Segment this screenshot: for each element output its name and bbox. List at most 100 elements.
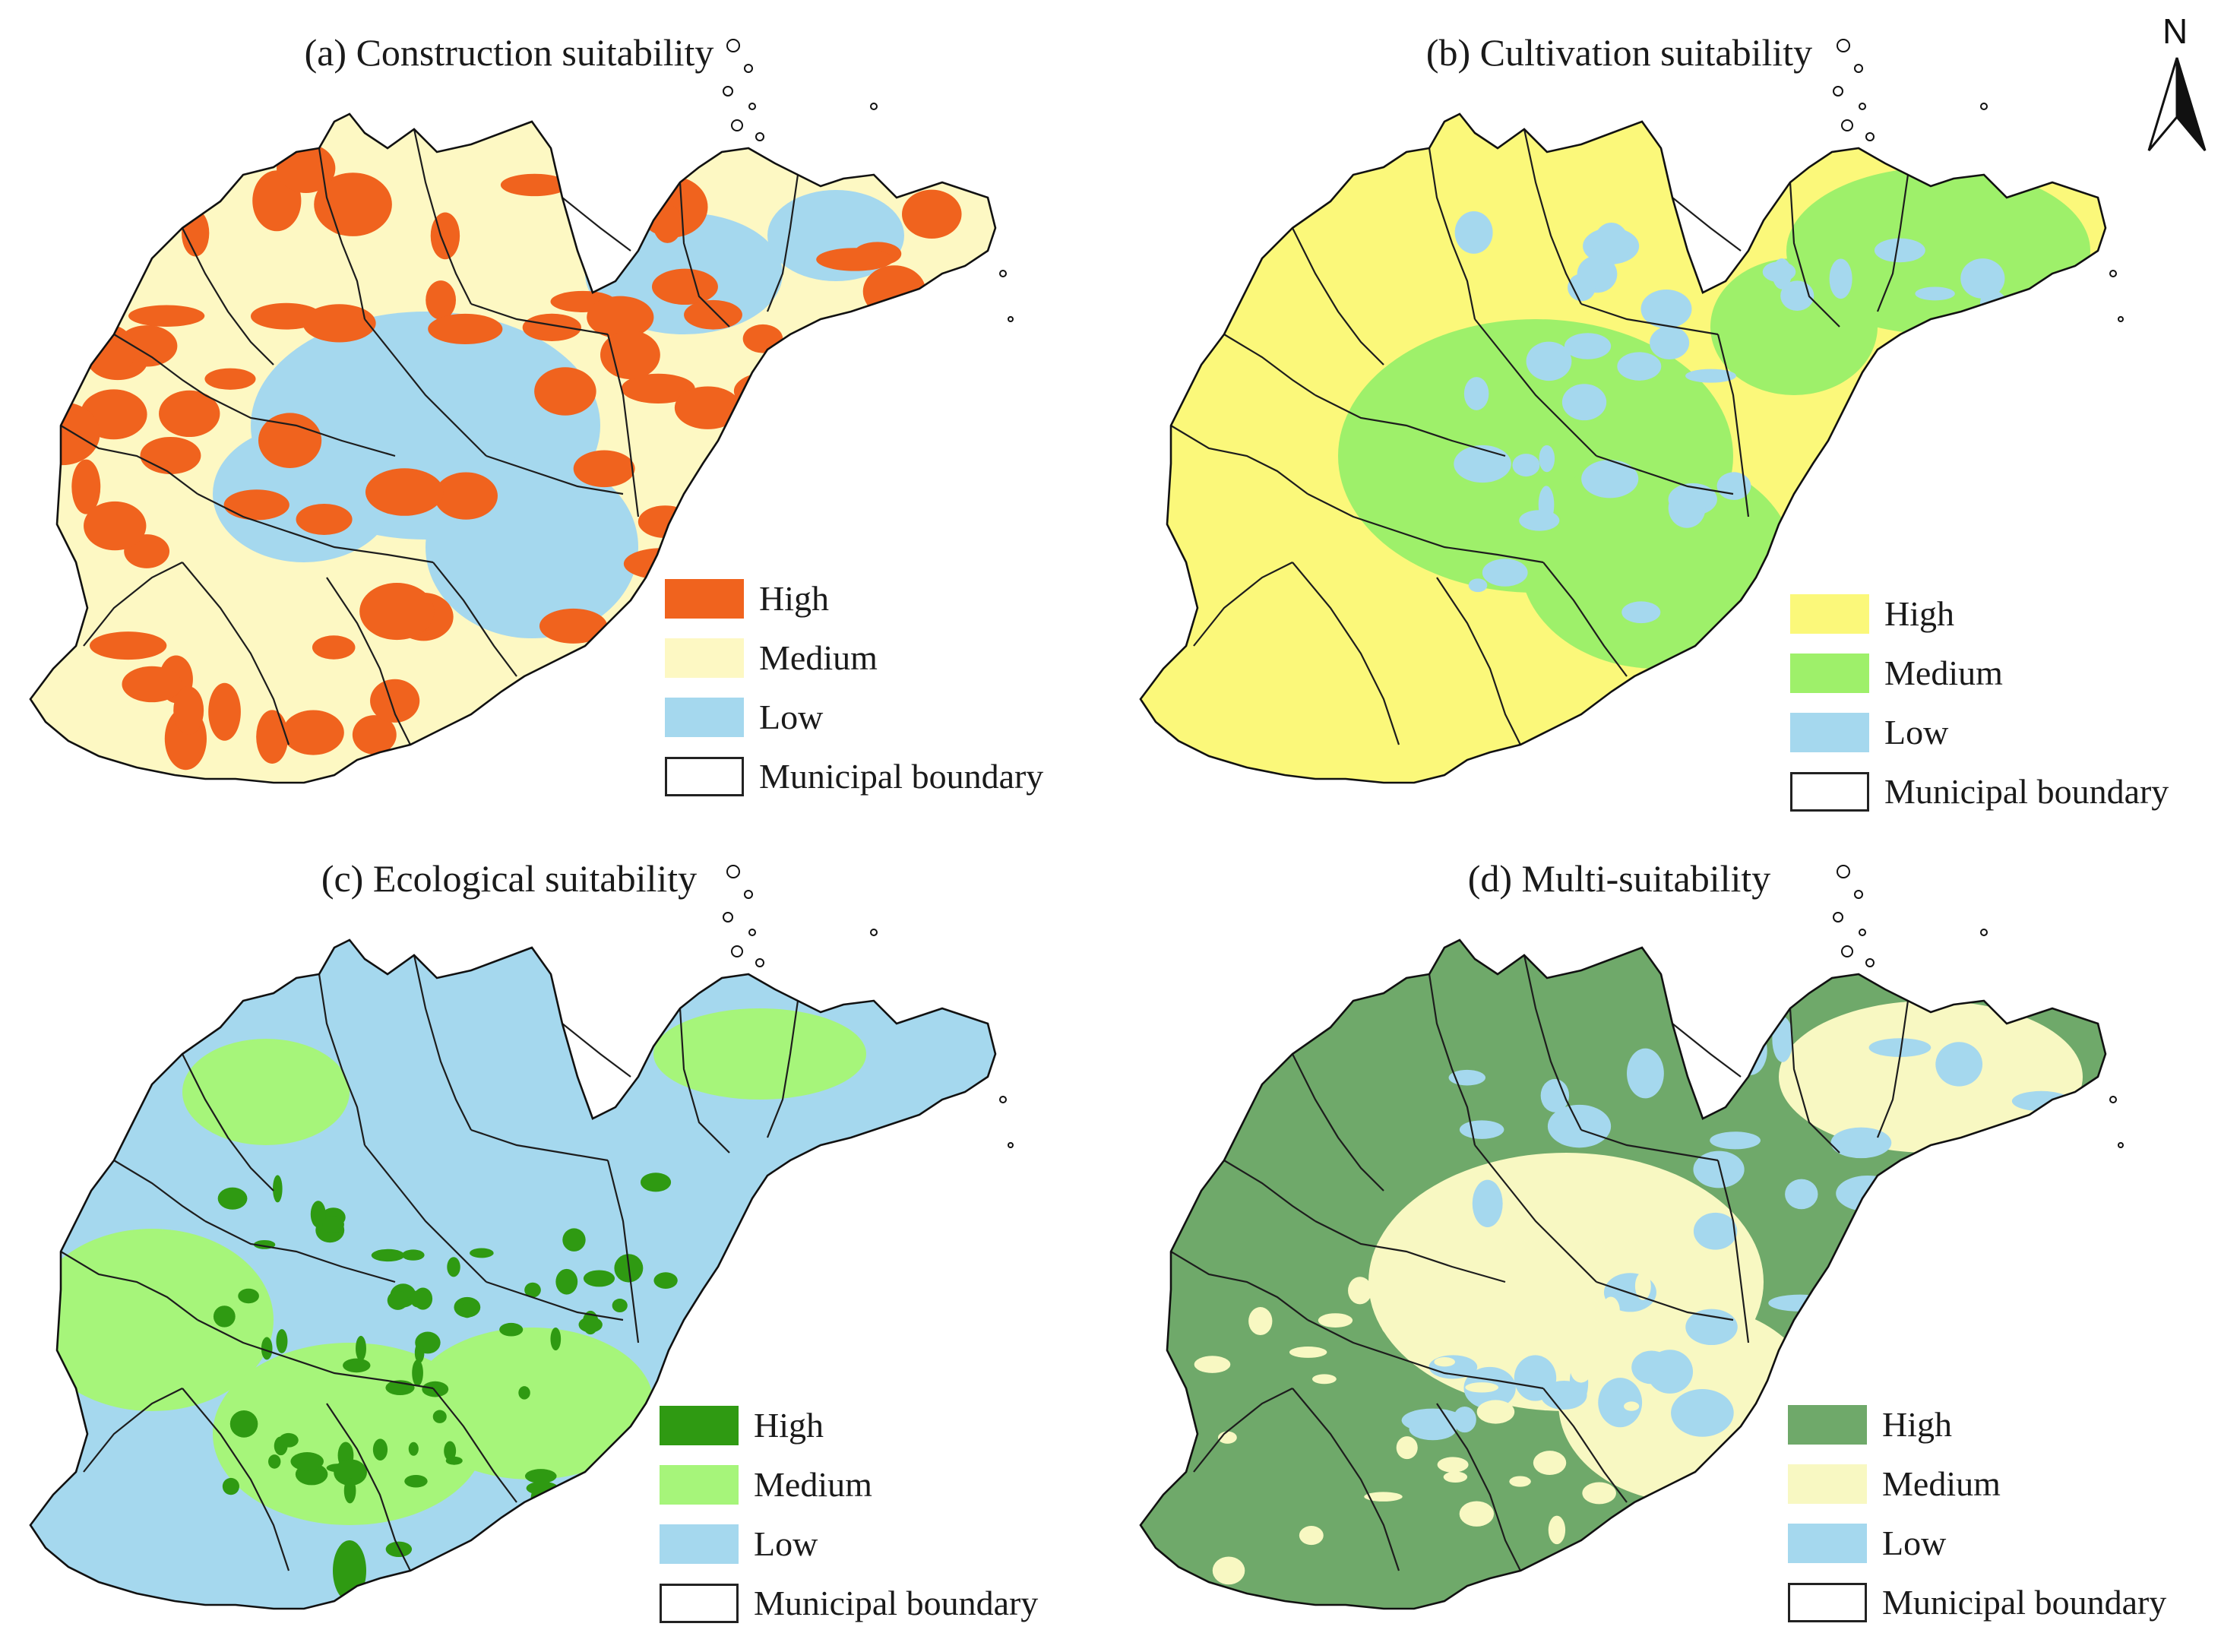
zone-high: [258, 413, 322, 468]
zone-high: [562, 1228, 586, 1252]
zone-low: [1640, 290, 1692, 329]
municipal-boundary-line: [1580, 302, 1719, 336]
zone-low: [1568, 274, 1596, 302]
zone-low: [1539, 445, 1555, 473]
zone-medium: [1194, 1356, 1231, 1373]
island-outline: [731, 945, 743, 957]
zone-high: [213, 1305, 236, 1328]
zone-high: [273, 1175, 283, 1203]
zone-high: [238, 1288, 259, 1304]
zone-low: [1693, 1150, 1745, 1188]
island-outline: [1865, 958, 1875, 967]
north-arrow-icon: N: [2143, 11, 2211, 155]
zone-high: [644, 1461, 660, 1484]
zone-low: [1830, 1127, 1892, 1159]
zone-low: [1598, 1378, 1643, 1428]
zone-low: [1463, 377, 1489, 410]
legend-label: Medium: [759, 638, 878, 677]
zone-low: [1982, 1150, 2008, 1176]
island-outline: [744, 890, 753, 899]
province-outline: [29, 112, 997, 784]
zone-high: [173, 686, 204, 735]
zone-high: [862, 540, 897, 571]
panel-multi-suitability: (d) Multi-suitability High Medium Low Mu…: [1110, 826, 2220, 1652]
zone-high: [83, 324, 135, 378]
island-outline: [723, 86, 733, 97]
zone-medium: [1548, 1515, 1566, 1545]
municipal-boundary-line: [1315, 394, 1506, 457]
zone-low: [2011, 1249, 2049, 1265]
zone-low: [1785, 1179, 1818, 1210]
zone-high: [223, 489, 289, 521]
zone-low: [1685, 369, 1736, 383]
zone-high: [372, 1438, 388, 1461]
legend-label: Municipal boundary: [1884, 772, 2169, 811]
zone-medium: [1437, 1457, 1469, 1473]
zone-low: [2007, 331, 2036, 365]
island-outline: [999, 1096, 1007, 1103]
suitability-zones: [1194, 1001, 2083, 1585]
zone-high: [426, 280, 457, 320]
zone-high: [122, 666, 182, 703]
zone-high: [583, 1270, 615, 1287]
municipal-boundary-line: [1596, 1280, 1734, 1321]
zone-high: [578, 1317, 603, 1333]
zone-high: [84, 501, 147, 551]
legend-swatch-low: [1790, 713, 1869, 752]
zone-high: [343, 1478, 356, 1504]
island-outline: [2109, 1096, 2117, 1103]
zone-high: [356, 1335, 366, 1362]
zone-high: [261, 1337, 273, 1360]
zone-high: [565, 1538, 593, 1561]
zone-high: [816, 248, 894, 271]
zone-high: [410, 1290, 426, 1308]
zone-low: [1733, 609, 1761, 646]
zone-high: [524, 1469, 557, 1483]
zone-low: [1561, 384, 1607, 421]
legend-label: Medium: [1884, 654, 2003, 692]
legend-swatch-medium: [1788, 1464, 1867, 1504]
municipal-boundary-line: [1307, 493, 1544, 564]
island-outline: [1980, 929, 1988, 936]
municipal-boundary-line: [1876, 1000, 1909, 1138]
municipal-boundaries: [1170, 954, 1909, 1571]
zone-low: [1512, 454, 1540, 477]
zone-low: [1883, 487, 1925, 511]
zone-high: [733, 372, 808, 410]
zone-low: [1409, 1417, 1457, 1441]
island-outline: [2118, 316, 2124, 322]
island-outline: [1859, 929, 1866, 936]
legend-swatch-high: [665, 579, 744, 619]
island-outline: [723, 912, 733, 923]
municipal-boundary-line: [1223, 1160, 1316, 1222]
zone-high: [622, 1451, 634, 1461]
municipal-boundary-line: [204, 394, 396, 457]
municipal-boundary-line: [1292, 227, 1384, 366]
zone-low: [1627, 1048, 1664, 1099]
zone-low: [1973, 556, 2004, 577]
legend-label: Low: [1884, 713, 1949, 752]
zone-high: [371, 1248, 405, 1262]
zone-high: [204, 368, 256, 390]
zone-low: [1617, 352, 1662, 381]
municipal-boundary-line: [1307, 1319, 1544, 1390]
zone-high: [365, 468, 444, 516]
island-outline: [1859, 103, 1866, 110]
zone-high: [430, 212, 460, 260]
zone-medium: [1570, 1354, 1593, 1383]
legend-swatch-boundary: [1788, 1583, 1867, 1622]
zone-high: [208, 682, 241, 741]
zone-medium: [1779, 1001, 2083, 1153]
zone-high: [684, 299, 742, 330]
municipal-boundary-line: [1523, 128, 1582, 305]
municipal-boundary-line: [1672, 197, 1742, 252]
panel-construction-suitability: (a) Construction suitability High Medium…: [0, 0, 1110, 826]
municipal-boundary-line: [1789, 182, 1840, 328]
zone-high: [653, 1272, 678, 1289]
island-outline: [1980, 103, 1988, 110]
municipal-boundary-line: [1428, 147, 1476, 320]
municipal-boundary-line: [1672, 1023, 1742, 1078]
municipal-boundary-line: [1474, 318, 1597, 457]
zone-medium: [1459, 1501, 1495, 1527]
zone-high: [412, 1359, 423, 1387]
